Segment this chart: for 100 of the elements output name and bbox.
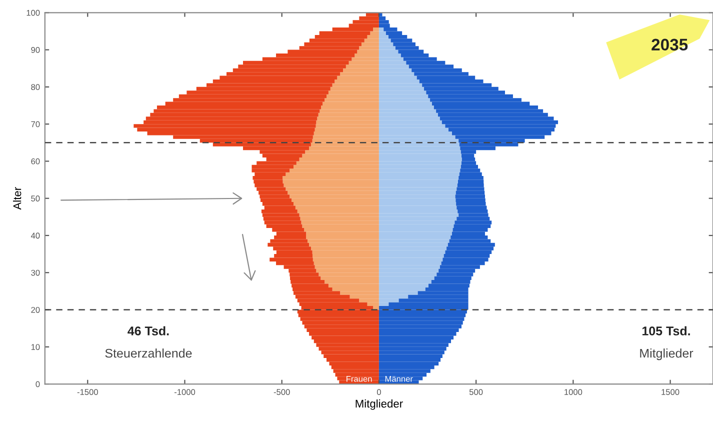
bar: [378, 317, 464, 321]
bar: [378, 34, 388, 39]
bar: [378, 42, 394, 46]
bar: [370, 31, 379, 35]
bar: [146, 116, 318, 120]
bar: [252, 168, 290, 172]
bar: [378, 50, 398, 54]
bar: [274, 235, 306, 240]
x-tick-label: 500: [469, 389, 483, 395]
annotation: 46 Tsd.: [128, 326, 169, 336]
bar: [378, 328, 459, 332]
bar: [378, 224, 454, 228]
annotation: 105 Tsd.: [642, 326, 690, 336]
bar: [340, 72, 379, 76]
bar: [378, 372, 427, 377]
bar: [378, 172, 460, 176]
bar: [378, 324, 462, 328]
bar: [262, 213, 300, 217]
bar: [316, 124, 379, 128]
y-tick-label: 0: [36, 381, 40, 388]
bar: [309, 242, 379, 247]
bar: [268, 242, 310, 247]
bar: [378, 46, 396, 50]
bar: [454, 224, 491, 228]
bar: [452, 131, 552, 136]
bar: [378, 60, 406, 65]
bar: [321, 350, 379, 354]
bar: [314, 128, 379, 132]
bar: [332, 287, 379, 292]
bar: [444, 254, 490, 258]
bar: [378, 276, 434, 280]
bar: [312, 250, 379, 254]
series-label: Frauen: [346, 376, 372, 382]
bar: [299, 213, 379, 217]
bar: [150, 112, 318, 117]
bar: [314, 261, 379, 266]
bar: [462, 154, 474, 158]
bar: [460, 164, 478, 169]
y-tick-label: 70: [31, 121, 40, 128]
bar: [292, 198, 379, 202]
bar: [305, 150, 379, 154]
bar: [378, 38, 391, 42]
bar: [378, 198, 456, 202]
bar: [378, 164, 461, 169]
bar: [378, 131, 452, 136]
bar: [334, 80, 379, 84]
bar: [378, 120, 442, 124]
x-tick-label: 1000: [564, 389, 582, 395]
bar: [378, 190, 456, 195]
y-tick-label: 10: [31, 344, 40, 350]
y-tick-label: 100: [26, 10, 40, 16]
bar: [299, 157, 379, 162]
bar: [378, 261, 442, 266]
bar: [378, 250, 446, 254]
bar: [456, 190, 485, 195]
y-tick-label: 50: [31, 196, 40, 202]
bar: [378, 313, 466, 318]
bar: [316, 343, 379, 347]
bar: [322, 102, 379, 106]
bar: [436, 272, 474, 276]
bar: [456, 202, 486, 206]
bar: [434, 276, 472, 280]
bar: [442, 258, 488, 262]
bar: [306, 235, 379, 240]
bar: [254, 180, 283, 184]
bar: [134, 124, 316, 128]
bar: [445, 250, 492, 254]
bar: [378, 76, 417, 80]
bar: [320, 276, 379, 280]
bar: [352, 57, 379, 61]
bar: [442, 120, 558, 124]
bar: [254, 183, 284, 188]
bar: [445, 124, 556, 128]
bar: [307, 239, 379, 243]
bar: [314, 339, 379, 344]
y-tick-label: 80: [31, 84, 40, 90]
x-tick-label: -1500: [77, 389, 98, 395]
bar: [431, 280, 470, 284]
bar: [378, 31, 386, 35]
bar: [318, 112, 379, 117]
bar: [263, 216, 300, 221]
bar: [361, 42, 379, 46]
bar: [326, 94, 379, 98]
bar: [367, 34, 379, 39]
bar: [256, 187, 286, 191]
bar: [378, 112, 438, 117]
bar: [359, 46, 379, 50]
bar: [378, 86, 424, 91]
bar: [378, 146, 460, 150]
bar: [440, 116, 554, 120]
bar: [378, 339, 452, 344]
bar: [378, 350, 444, 354]
bar: [458, 209, 488, 214]
x-tick-label: -500: [274, 389, 290, 395]
bar: [156, 106, 322, 110]
bar: [302, 224, 379, 228]
bar: [300, 317, 379, 321]
bar: [378, 54, 401, 58]
bar: [390, 38, 412, 42]
bar: [457, 183, 484, 188]
